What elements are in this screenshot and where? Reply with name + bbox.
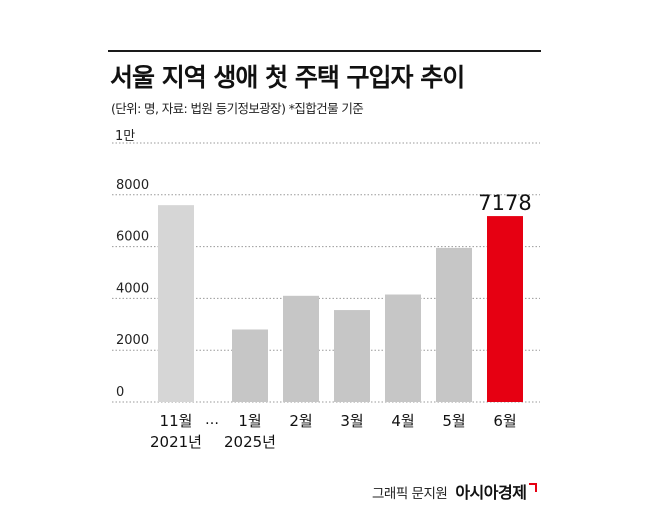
x-year-label: 2021년 (150, 433, 202, 451)
bar (232, 329, 268, 402)
chart-subtitle: (단위: 명, 자료: 법원 등기정보광장) *집합건물 기준 (111, 101, 364, 116)
bar (283, 295, 319, 402)
x-tick-label: 6월 (493, 412, 516, 430)
y-tick-label: 6000 (116, 230, 149, 245)
bar (436, 247, 472, 402)
y-tick-label: 2000 (116, 333, 149, 348)
credit-text: 그래픽 문지원 (372, 486, 448, 502)
bar (487, 216, 523, 402)
brand-mark-icon (529, 483, 538, 492)
x-tick-label: 3월 (340, 412, 363, 430)
axis-gap-marker: … (205, 412, 219, 428)
x-tick-label: 4월 (391, 412, 414, 430)
y-tick-label: 8000 (116, 178, 149, 193)
y-tick-label: 0 (116, 385, 124, 400)
x-year-label: 2025년 (224, 433, 276, 451)
y-tick-label: 4000 (116, 281, 149, 296)
x-tick-label: 5월 (442, 412, 465, 430)
x-tick-label: 1월 (238, 412, 261, 430)
chart-title: 서울 지역 생애 첫 주택 구입자 추이 (110, 63, 465, 92)
y-top-tick-label: 1만 (115, 129, 136, 144)
brand-name: 아시아경제 (455, 483, 527, 502)
bar (334, 310, 370, 402)
bar (158, 205, 194, 402)
bar (385, 294, 421, 402)
data-label: 7178 (478, 191, 531, 215)
x-tick-label: 11월 (160, 412, 193, 430)
credit: 그래픽 문지원 아시아경제 (372, 479, 538, 503)
title-rule (108, 50, 541, 52)
x-tick-label: 2월 (289, 412, 312, 430)
